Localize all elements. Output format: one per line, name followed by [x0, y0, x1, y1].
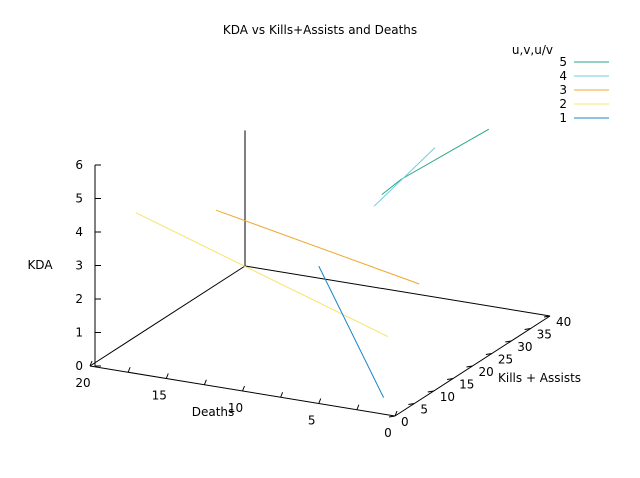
kda-tick-label: 4 — [75, 225, 83, 239]
kills-assists-tick — [447, 378, 454, 380]
deaths-tick — [89, 360, 93, 367]
series-layer — [135, 128, 490, 398]
kda-tick-label: 6 — [75, 158, 83, 172]
kills-assists-tick-label: 15 — [459, 378, 474, 392]
kills-assists-tick-label: 0 — [401, 415, 409, 429]
kills-assists-tick-label: 35 — [537, 328, 552, 342]
deaths-tick — [394, 410, 398, 417]
back-frame-line-deaths — [89, 265, 246, 367]
deaths-tick-label: 20 — [75, 376, 90, 390]
kills-assists-tick — [524, 328, 531, 330]
deaths-tick — [165, 373, 169, 379]
deaths-tick-label: 0 — [384, 426, 392, 440]
chart-title: KDA vs Kills+Assists and Deaths — [223, 23, 417, 37]
kills-assists-tick — [466, 365, 473, 368]
kills-assists-tick — [427, 390, 434, 393]
kills-assists-tick — [505, 340, 512, 343]
deaths-minor-tick — [127, 367, 131, 373]
deaths-minor-tick — [280, 392, 284, 398]
kills-assists-axis-title: Kills + Assists — [498, 371, 581, 385]
legend-label: 2 — [559, 97, 567, 111]
kills-assists-tick-label: 25 — [498, 353, 513, 367]
kda-tick-label: 2 — [75, 292, 83, 306]
legend-title: u,v,u/v — [512, 43, 553, 57]
deaths-tick — [318, 398, 322, 404]
legend-label: 5 — [559, 55, 567, 69]
kills-assists-tick-label: 20 — [479, 365, 494, 379]
kda-tick-label: 5 — [75, 192, 83, 206]
kda-tick-label: 1 — [75, 326, 83, 340]
series-line-5 — [381, 128, 490, 195]
kills-assists-tick — [543, 315, 551, 318]
deaths-minor-tick — [356, 404, 360, 410]
legend-label: 4 — [559, 69, 567, 83]
kills-assists-tick — [408, 403, 415, 405]
deaths-axis-title: Deaths — [192, 405, 235, 419]
deaths-tick-label: 10 — [228, 401, 243, 415]
kills-assists-tick — [485, 353, 492, 355]
kda-axis-title: KDA — [27, 258, 53, 272]
deaths-tick-label: 15 — [152, 389, 167, 403]
back-frame-line-kills — [244, 265, 551, 317]
axes-layer: 0123456201510500510152025303540DeathsKil… — [27, 23, 581, 440]
kills-assists-tick-label: 10 — [440, 390, 455, 404]
series-line-1 — [318, 265, 385, 398]
kills-assists-tick — [388, 415, 396, 418]
kills-assists-tick-label: 5 — [420, 403, 428, 417]
legend-label: 3 — [559, 83, 567, 97]
kda-tick-label: 3 — [75, 259, 83, 273]
series-line-3 — [215, 209, 420, 285]
kills-assists-tick-label: 30 — [517, 340, 532, 354]
legend-label: 1 — [559, 111, 567, 125]
deaths-tick — [242, 385, 245, 392]
series-line-2 — [135, 212, 389, 338]
kills-assists-tick-label: 40 — [556, 315, 571, 329]
series-line-4 — [373, 147, 436, 207]
deaths-tick-label: 5 — [308, 414, 316, 428]
kda-tick-label: 0 — [75, 359, 83, 373]
deaths-minor-tick — [203, 379, 207, 385]
